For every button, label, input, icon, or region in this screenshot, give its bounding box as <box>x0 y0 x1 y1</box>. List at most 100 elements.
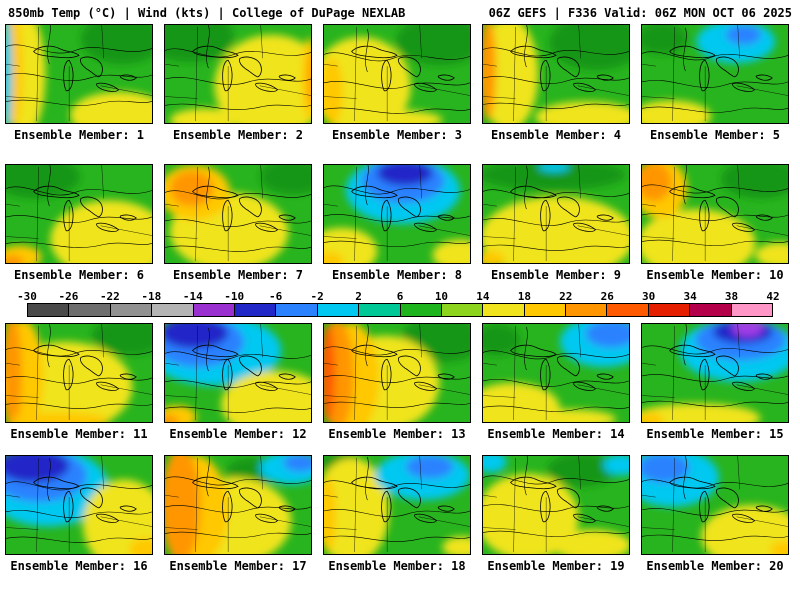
ensemble-cell: Ensemble Member: 14 <box>482 323 630 441</box>
ensemble-panel-map <box>5 323 153 423</box>
ensemble-panel-map <box>5 455 153 555</box>
colorbar-tick-label: -18 <box>141 290 162 303</box>
colorbar-segment <box>152 304 194 316</box>
ensemble-cell: Ensemble Member: 17 <box>164 455 312 573</box>
ensemble-panel-map <box>482 164 630 264</box>
ensemble-member-label: Ensemble Member: 5 <box>649 128 781 142</box>
ensemble-member-label: Ensemble Member: 18 <box>328 559 466 573</box>
ensemble-member-label: Ensemble Member: 3 <box>331 128 463 142</box>
ensemble-panel-map <box>164 164 312 264</box>
colorbar-tick-label: 34 <box>683 290 697 303</box>
ensemble-member-label: Ensemble Member: 17 <box>169 559 307 573</box>
colorbar-segment <box>483 304 525 316</box>
header-run-valid-info: 06Z GEFS | F336 Valid: 06Z MON OCT 06 20… <box>488 6 792 20</box>
ensemble-panel-map <box>323 164 471 264</box>
ensemble-cell: Ensemble Member: 16 <box>5 455 153 573</box>
colorbar-segment <box>28 304 70 316</box>
colorbar-tick-label: -14 <box>182 290 203 303</box>
colorbar-segment <box>566 304 608 316</box>
ensemble-row-3: Ensemble Member: 11 Ensemble Member: 12 En… <box>0 323 800 441</box>
colorbar-segment <box>193 304 235 316</box>
ensemble-cell: Ensemble Member: 13 <box>323 323 471 441</box>
ensemble-row-1: Ensemble Member: 1 Ensemble Member: 2 Ense… <box>0 24 800 142</box>
colorbar-segment <box>276 304 318 316</box>
ensemble-cell: Ensemble Member: 1 <box>5 24 153 142</box>
ensemble-member-label: Ensemble Member: 15 <box>646 427 784 441</box>
colorbar-tick-label: 30 <box>642 290 656 303</box>
ensemble-member-label: Ensemble Member: 12 <box>169 427 307 441</box>
ensemble-member-label: Ensemble Member: 14 <box>487 427 625 441</box>
ensemble-cell: Ensemble Member: 18 <box>323 455 471 573</box>
ensemble-cell: Ensemble Member: 5 <box>641 24 789 142</box>
colorbar-segment <box>400 304 442 316</box>
ensemble-cell: Ensemble Member: 6 <box>5 164 153 282</box>
ensemble-panel-map <box>323 455 471 555</box>
ensemble-panel-map <box>164 323 312 423</box>
ensemble-member-label: Ensemble Member: 13 <box>328 427 466 441</box>
ensemble-member-label: Ensemble Member: 16 <box>10 559 148 573</box>
ensemble-cell: Ensemble Member: 4 <box>482 24 630 142</box>
colorbar-segment <box>524 304 567 316</box>
colorbar-segment <box>234 304 277 316</box>
ensemble-panel-map <box>641 164 789 264</box>
colorbar-tick-label: 2 <box>355 290 362 303</box>
ensemble-panel-map <box>482 323 630 423</box>
ensemble-member-label: Ensemble Member: 2 <box>172 128 304 142</box>
colorbar-segment <box>69 304 111 316</box>
header-product-title: 850mb Temp (°C) | Wind (kts) | College o… <box>8 6 406 20</box>
ensemble-panel-map <box>482 455 630 555</box>
ensemble-member-label: Ensemble Member: 10 <box>646 268 784 282</box>
colorbar-tick-label: 10 <box>434 290 449 303</box>
colorbar-tick-label: 14 <box>476 290 490 303</box>
ensemble-row-2: Ensemble Member: 6 Ensemble Member: 7 Ense… <box>0 164 800 282</box>
ensemble-cell: Ensemble Member: 9 <box>482 164 630 282</box>
colorbar-tick-labels: -30 -26 -22 -18 -14 -10 -6 -2 2 6 10 14 18 22 26 30 34 38… <box>17 290 780 303</box>
colorbar-tick-label: -22 <box>99 290 120 303</box>
ensemble-panel-map <box>164 455 312 555</box>
colorbar-tick-label: -6 <box>269 290 283 303</box>
colorbar-segment <box>110 304 153 316</box>
ensemble-panel-map <box>164 24 312 124</box>
ensemble-panel-map <box>5 164 153 264</box>
colorbar-tick-label: 26 <box>600 290 614 303</box>
colorbar-tick-label: -26 <box>58 290 79 303</box>
ensemble-panel-map <box>323 24 471 124</box>
ensemble-panel-map <box>5 24 153 124</box>
colorbar-tick-label: -30 <box>17 290 37 303</box>
ensemble-cell: Ensemble Member: 2 <box>164 24 312 142</box>
colorbar-tick-label: 6 <box>396 290 404 303</box>
header: 850mb Temp (°C) | Wind (kts) | College o… <box>0 0 800 22</box>
colorbar-tick-label: 38 <box>724 290 739 303</box>
ensemble-cell: Ensemble Member: 20 <box>641 455 789 573</box>
ensemble-panel-map <box>482 24 630 124</box>
ensemble-cell: Ensemble Member: 11 <box>5 323 153 441</box>
ensemble-panel-map <box>323 323 471 423</box>
ensemble-member-label: Ensemble Member: 9 <box>490 268 622 282</box>
colorbar-tick-label: -2 <box>310 290 324 303</box>
colorbar-segment <box>648 304 691 316</box>
ensemble-member-label: Ensemble Member: 6 <box>13 268 145 282</box>
colorbar-strip <box>27 303 773 317</box>
ensemble-panel-map <box>641 24 789 124</box>
colorbar-segment <box>317 304 360 316</box>
ensemble-panel-map <box>641 455 789 555</box>
colorbar-tick-label: 18 <box>517 290 531 303</box>
colorbar-segment <box>690 304 732 316</box>
ensemble-member-label: Ensemble Member: 20 <box>646 559 784 573</box>
ensemble-cell: Ensemble Member: 15 <box>641 323 789 441</box>
ensemble-member-label: Ensemble Member: 4 <box>490 128 622 142</box>
ensemble-cell: Ensemble Member: 19 <box>482 455 630 573</box>
ensemble-row-4: Ensemble Member: 16 Ensemble Member: 17 En… <box>0 455 800 573</box>
ensemble-cell: Ensemble Member: 8 <box>323 164 471 282</box>
colorbar-segment <box>441 304 484 316</box>
ensemble-member-label: Ensemble Member: 11 <box>10 427 148 441</box>
colorbar: -30 -26 -22 -18 -14 -10 -6 -2 2 6 10 14 18 22 26 30 34 38… <box>17 290 780 317</box>
ensemble-cell: Ensemble Member: 10 <box>641 164 789 282</box>
colorbar-tick-label: 22 <box>559 290 573 303</box>
colorbar-segment <box>607 304 649 316</box>
colorbar-segment <box>359 304 401 316</box>
colorbar-tick-label: 42 <box>766 290 780 303</box>
ensemble-panel-map <box>641 323 789 423</box>
ensemble-member-label: Ensemble Member: 8 <box>331 268 463 282</box>
